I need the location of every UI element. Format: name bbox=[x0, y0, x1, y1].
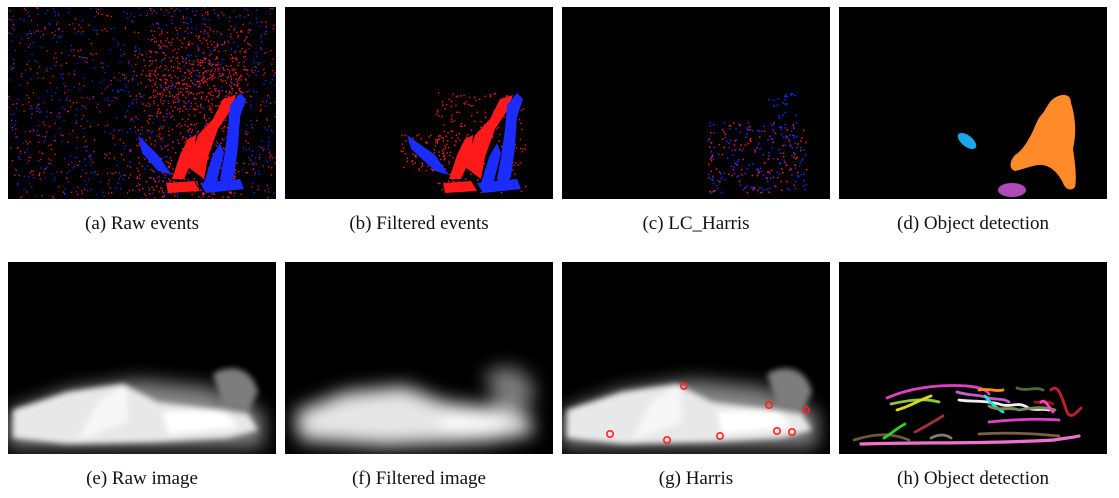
corner-marker bbox=[788, 428, 797, 437]
caption-d: (d) Object detection bbox=[897, 213, 1049, 234]
object-track bbox=[977, 431, 1061, 438]
panel-harris bbox=[562, 262, 830, 454]
caption-f: (f) Filtered image bbox=[351, 468, 486, 489]
object-track bbox=[983, 394, 1005, 414]
panel-filtered-events bbox=[285, 7, 553, 199]
corner-marker bbox=[680, 382, 689, 391]
caption-c: (c) LC_Harris bbox=[642, 213, 750, 234]
object-track bbox=[977, 388, 1005, 392]
object-track bbox=[1015, 386, 1045, 392]
corner-marker bbox=[802, 406, 811, 415]
panel-raw-events bbox=[8, 7, 276, 199]
caption-b: (b) Filtered events bbox=[349, 213, 489, 234]
object-track bbox=[929, 433, 953, 440]
panel-lc-harris bbox=[562, 7, 830, 199]
raw-grayscale-image bbox=[8, 368, 263, 447]
caption-e: (e) Raw image bbox=[86, 468, 198, 489]
harris-corners-image bbox=[562, 368, 817, 447]
caption-a: (a) Raw events bbox=[85, 213, 199, 234]
panel-raw-image bbox=[8, 262, 276, 454]
corner-marker bbox=[716, 432, 725, 441]
panel-object-detection-events bbox=[839, 7, 1107, 199]
object-detection-events-image bbox=[957, 94, 1076, 197]
object-track bbox=[889, 398, 941, 406]
caption-h: (h) Object detection bbox=[897, 468, 1049, 489]
corner-marker bbox=[605, 430, 614, 439]
filtered-grayscale-image bbox=[295, 367, 535, 446]
object-track bbox=[987, 417, 1061, 424]
corner-marker bbox=[663, 436, 672, 445]
raw-events-image bbox=[8, 7, 276, 199]
object-track bbox=[913, 414, 945, 434]
object-track bbox=[957, 398, 1051, 412]
corner-marker bbox=[773, 427, 782, 436]
detected-object-blob bbox=[998, 183, 1026, 197]
object-tracks-image bbox=[852, 384, 1083, 446]
panel-filtered-image bbox=[285, 262, 553, 454]
detected-object-blob bbox=[1010, 94, 1076, 190]
lc-harris-image bbox=[707, 93, 808, 194]
object-track bbox=[1039, 399, 1055, 414]
panel-object-detection-tracks bbox=[839, 262, 1107, 454]
object-track bbox=[859, 434, 1081, 446]
object-track bbox=[987, 404, 1057, 412]
corner-marker bbox=[765, 401, 774, 410]
object-track bbox=[1049, 386, 1083, 417]
object-track bbox=[882, 422, 907, 440]
object-track bbox=[955, 390, 1011, 404]
object-track bbox=[895, 394, 933, 412]
caption-g: (g) Harris bbox=[658, 468, 734, 489]
object-track bbox=[852, 433, 911, 442]
filtered-events-image bbox=[400, 92, 527, 194]
detected-object-blob bbox=[957, 132, 977, 150]
